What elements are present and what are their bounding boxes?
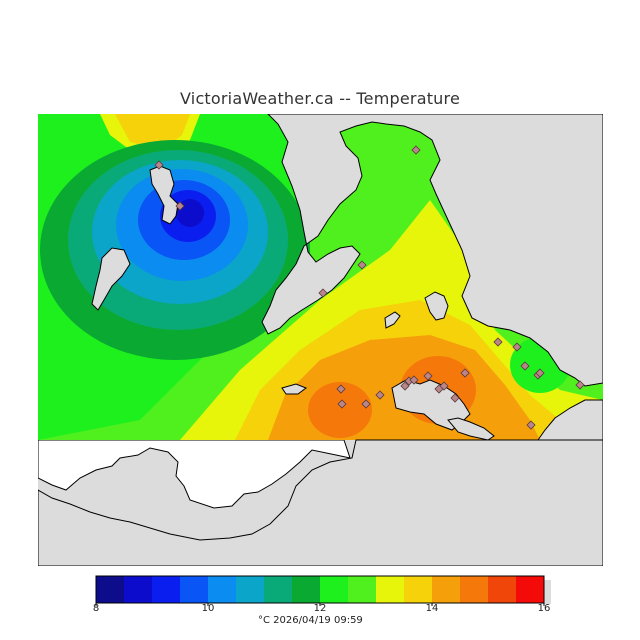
station-marker xyxy=(520,361,530,371)
station-marker xyxy=(400,381,410,391)
legend-tick-12: 12 xyxy=(313,603,327,614)
legend-swatch xyxy=(152,576,181,603)
station-marker xyxy=(450,393,460,403)
legend-tick-10: 10 xyxy=(201,603,215,614)
station-marker xyxy=(318,288,328,298)
temperature-legend xyxy=(95,575,551,606)
station-marker xyxy=(361,399,371,409)
legend-swatch xyxy=(460,576,489,603)
station-marker xyxy=(411,145,421,155)
legend-caption: °C 2026/04/19 09:59 xyxy=(258,615,363,626)
station-marker xyxy=(493,337,503,347)
station-marker xyxy=(575,380,585,390)
legend-swatch xyxy=(96,576,125,603)
station-marker xyxy=(175,201,185,211)
station-marker xyxy=(535,368,545,378)
legend-swatch xyxy=(404,576,433,603)
station-marker xyxy=(434,384,444,394)
map-title: VictoriaWeather.ca -- Temperature xyxy=(180,89,460,108)
legend-swatch xyxy=(348,576,377,603)
station-marker xyxy=(337,399,347,409)
land-masks xyxy=(38,114,603,566)
legend-tick-16: 16 xyxy=(537,603,551,614)
station-marker xyxy=(375,390,385,400)
legend-swatch xyxy=(236,576,265,603)
weather-stations xyxy=(154,145,585,430)
station-marker xyxy=(526,420,536,430)
legend-tick-14: 14 xyxy=(425,603,439,614)
legend-swatch xyxy=(264,576,293,603)
legend-swatch xyxy=(124,576,153,603)
legend-swatch xyxy=(488,576,517,603)
station-marker xyxy=(409,375,419,385)
station-marker xyxy=(423,371,433,381)
legend-swatch xyxy=(432,576,461,603)
legend-swatch xyxy=(376,576,405,603)
unshaded-water-region xyxy=(38,439,351,509)
station-marker xyxy=(512,342,522,352)
legend-swatch xyxy=(320,576,349,603)
station-marker xyxy=(357,260,367,270)
legend-swatch xyxy=(208,576,237,603)
legend-swatch xyxy=(292,576,321,603)
legend-swatch xyxy=(180,576,209,603)
legend-tick-8: 8 xyxy=(92,603,100,614)
legend-swatch xyxy=(516,576,545,603)
station-marker xyxy=(154,160,164,170)
station-marker xyxy=(460,368,470,378)
station-marker xyxy=(336,384,346,394)
